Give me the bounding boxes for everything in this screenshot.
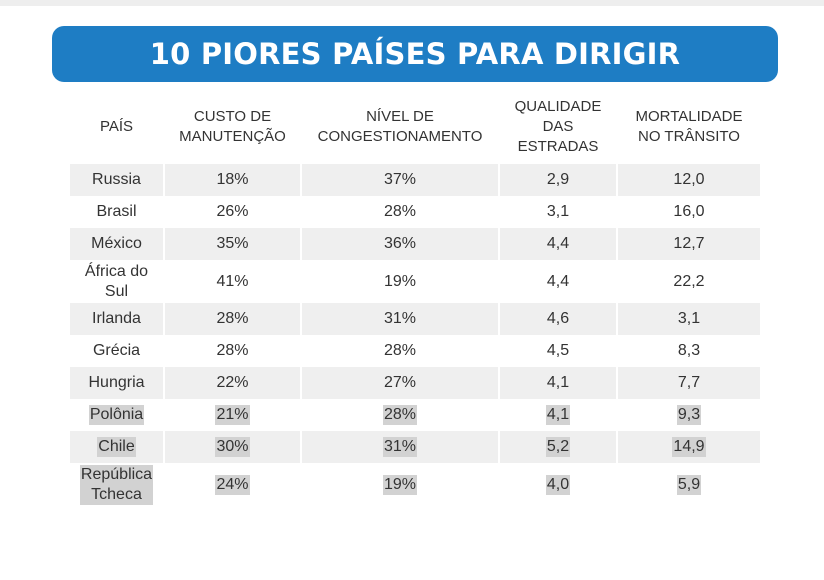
highlighted-text: 24% [215,475,250,495]
highlighted-text: 28% [382,405,418,425]
table-row: República Tcheca 24% 19% 4,0 5,9 [70,463,760,507]
cell-road-quality: 4,1 [500,367,616,399]
table-row: Grécia 28% 28% 4,5 8,3 [70,335,760,367]
cell-road-quality: 4,6 [500,303,616,335]
cell-road-quality: 4,4 [546,272,570,290]
cell-congestion-level: 28% [383,342,417,359]
cell-country: África do Sul [84,262,149,300]
cell-traffic-mortality: 3,1 [618,303,760,335]
cell-congestion-level: 19% [383,272,417,290]
table-body: Russia 18% 37% 2,9 12,0 Brasil 26% 28% 3… [70,164,760,507]
cell-maintenance-cost: 28% [216,342,249,359]
cell-road-quality: 5,2 [500,431,616,463]
cell-maintenance-cost: 35% [165,228,300,260]
cell-country: República Tcheca [70,463,163,507]
cell-congestion-level: 28% [302,399,498,431]
header-country: PAÍS [99,118,134,135]
highlighted-text: 21% [215,405,250,425]
table-row: Chile 30% 31% 5,2 14,9 [70,431,760,463]
cell-road-quality: 4,1 [500,399,616,431]
table-row: Brasil 26% 28% 3,1 16,0 [70,196,760,228]
header-maintenance-cost: CUSTO DE MANUTENÇÃO [179,108,286,145]
cell-road-quality: 4,4 [500,228,616,260]
table-row: África do Sul 41% 19% 4,4 22,2 [70,260,760,303]
cell-congestion-level: 31% [302,431,498,463]
highlighted-text: Chile [97,437,136,457]
highlighted-text: República Tcheca [79,465,154,505]
cell-congestion-level: 19% [302,463,498,507]
cell-country: Polônia [70,399,163,431]
cell-maintenance-cost: 41% [216,272,249,290]
highlighted-text: 19% [382,475,418,495]
cell-road-quality: 2,9 [500,164,616,196]
cell-maintenance-cost: 28% [165,303,300,335]
page-title: 10 PIORES PAÍSES PARA DIRIGIR [149,37,681,71]
cell-traffic-mortality: 12,0 [618,164,760,196]
table-row: Hungria 22% 27% 4,1 7,7 [70,367,760,399]
cell-country: México [70,228,163,260]
table-header: PAÍS CUSTO DE MANUTENÇÃO NÍVEL DE CONGES… [70,96,760,158]
highlighted-text: 5,2 [545,437,571,457]
cell-maintenance-cost: 30% [165,431,300,463]
header-road-quality: QUALIDADE DAS ESTRADAS [514,98,602,155]
header-congestion-level: NÍVEL DE CONGESTIONAMENTO [317,108,483,145]
highlighted-text: 4,1 [545,405,571,425]
cell-traffic-mortality: 8,3 [677,342,701,359]
cell-traffic-mortality: 22,2 [673,272,705,290]
highlighted-text: 30% [215,437,250,457]
cell-congestion-level: 36% [302,228,498,260]
cell-traffic-mortality: 5,9 [618,463,760,507]
highlighted-text: 5,9 [676,475,702,495]
cell-country: Hungria [70,367,163,399]
cell-congestion-level: 31% [302,303,498,335]
cell-road-quality: 4,0 [500,463,616,507]
highlighted-text: 14,9 [672,437,706,457]
highlighted-text: 4,0 [545,475,571,495]
top-divider [0,0,824,6]
cell-congestion-level: 27% [302,367,498,399]
highlighted-text: 31% [382,437,418,457]
header-traffic-mortality: MORTALIDADE NO TRÂNSITO [635,108,743,145]
cell-road-quality: 4,5 [546,342,570,359]
cell-country: Russia [70,164,163,196]
cell-country: Chile [70,431,163,463]
highlighted-text: 9,3 [676,405,702,425]
cell-congestion-level: 28% [383,203,417,220]
table-row: Polônia 21% 28% 4,1 9,3 [70,399,760,431]
cell-road-quality: 3,1 [546,203,570,220]
cell-traffic-mortality: 16,0 [673,203,705,220]
cell-maintenance-cost: 18% [165,164,300,196]
cell-maintenance-cost: 24% [165,463,300,507]
cell-country: Irlanda [70,303,163,335]
cell-country: Brasil [96,203,137,220]
cell-traffic-mortality: 14,9 [618,431,760,463]
table-row: Russia 18% 37% 2,9 12,0 [70,164,760,196]
cell-traffic-mortality: 7,7 [618,367,760,399]
cell-maintenance-cost: 26% [216,203,249,220]
highlighted-text: Polônia [88,405,145,425]
cell-maintenance-cost: 21% [165,399,300,431]
title-banner: 10 PIORES PAÍSES PARA DIRIGIR [52,26,778,82]
cell-traffic-mortality: 12,7 [618,228,760,260]
table-row: Irlanda 28% 31% 4,6 3,1 [70,303,760,335]
cell-traffic-mortality: 9,3 [618,399,760,431]
cell-congestion-level: 37% [302,164,498,196]
table-row: México 35% 36% 4,4 12,7 [70,228,760,260]
cell-maintenance-cost: 22% [165,367,300,399]
cell-country: Grécia [92,342,141,359]
